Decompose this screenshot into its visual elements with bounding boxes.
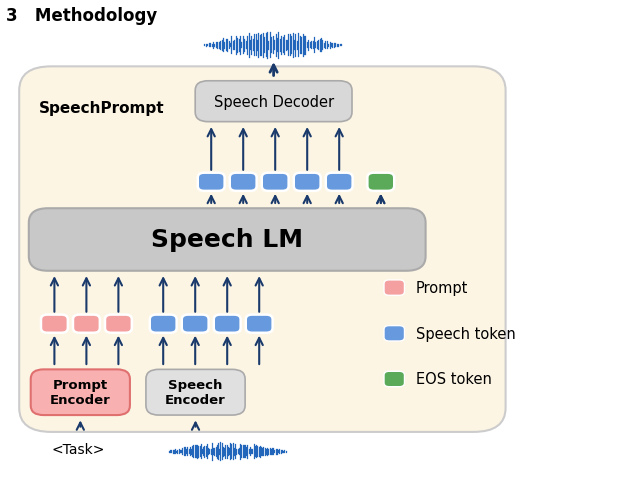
Text: Speech LM: Speech LM — [151, 228, 303, 252]
FancyBboxPatch shape — [146, 370, 245, 415]
FancyBboxPatch shape — [105, 315, 132, 333]
FancyBboxPatch shape — [326, 173, 353, 192]
FancyBboxPatch shape — [41, 315, 68, 333]
Text: SpeechPrompt: SpeechPrompt — [38, 100, 164, 116]
Text: <Task>: <Task> — [51, 442, 104, 456]
FancyBboxPatch shape — [367, 173, 394, 192]
Text: 3   Methodology: 3 Methodology — [6, 7, 157, 25]
FancyBboxPatch shape — [294, 173, 321, 192]
FancyBboxPatch shape — [150, 315, 177, 333]
FancyBboxPatch shape — [384, 326, 404, 341]
Text: Speech
Encoder: Speech Encoder — [165, 378, 226, 407]
FancyBboxPatch shape — [19, 67, 506, 432]
FancyBboxPatch shape — [29, 209, 426, 271]
FancyBboxPatch shape — [262, 173, 289, 192]
Text: Speech Decoder: Speech Decoder — [214, 95, 333, 109]
Text: Prompt: Prompt — [416, 280, 468, 296]
FancyBboxPatch shape — [198, 173, 225, 192]
Text: EOS token: EOS token — [416, 372, 492, 387]
FancyBboxPatch shape — [73, 315, 100, 333]
FancyBboxPatch shape — [31, 370, 130, 415]
FancyBboxPatch shape — [230, 173, 257, 192]
FancyBboxPatch shape — [384, 280, 404, 296]
FancyBboxPatch shape — [182, 315, 209, 333]
Text: Prompt
Encoder: Prompt Encoder — [50, 378, 111, 407]
FancyBboxPatch shape — [246, 315, 273, 333]
FancyBboxPatch shape — [214, 315, 241, 333]
FancyBboxPatch shape — [195, 82, 352, 122]
Text: Speech token: Speech token — [416, 326, 516, 341]
FancyBboxPatch shape — [384, 372, 404, 387]
